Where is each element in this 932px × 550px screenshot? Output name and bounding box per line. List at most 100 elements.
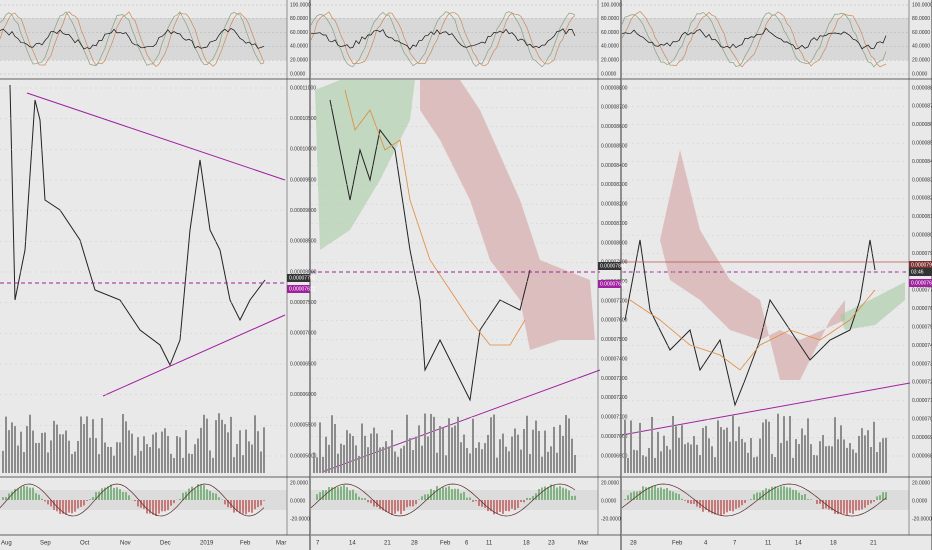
osc-bar [490,500,492,512]
volume-bar [837,439,839,473]
osc-bar [62,500,64,514]
osc-bar [50,500,52,507]
volume-bar [221,419,223,473]
price-tag-label: 0.00007950 [911,262,932,268]
volume-bar [233,457,235,473]
osc-bar [239,500,241,514]
stoch-line [621,27,887,50]
price-tag [909,261,932,269]
osc-axis-label: -20.0000 [601,516,621,522]
price-axis-label: 0.00010000 [290,147,317,153]
volume-bar [517,434,519,473]
volume-bar [83,424,85,473]
osc-bar [627,495,629,500]
osc-bar [544,486,546,500]
osc-bar [68,500,70,513]
volume-bar [2,450,4,473]
osc-bar [149,500,151,514]
osc-bar [319,492,321,500]
volume-bar [35,442,37,473]
volume-bar [723,429,725,473]
volume-bar [535,420,537,473]
osc-bar [439,488,441,500]
osc-bar [56,500,58,512]
volume-bar [873,421,875,473]
x-axis-label: 14 [349,541,356,547]
stoch-band [0,18,287,60]
osc-axis-label: -20.0000 [912,516,932,522]
volume-bar [388,446,390,473]
volume-bar [62,434,64,473]
volume-bar [125,421,127,473]
osc-bar [400,500,402,515]
osc-bar [203,485,205,500]
volume-bar [29,414,31,473]
stoch-axis-label: 60.0000 [290,30,308,36]
volume-bar [867,430,869,473]
osc-bar [128,495,130,500]
osc-bar [678,494,680,500]
osc-bar [227,500,229,508]
osc-bar [834,500,836,514]
osc-bar [843,500,845,514]
volume-bar [77,441,79,473]
cloud [840,282,905,330]
osc-bar [651,486,653,500]
x-axis-label: Mar [276,541,286,547]
volume-bar [382,446,384,473]
price-line [9,84,266,367]
volume-bar [50,440,52,473]
osc-bar [47,500,49,505]
volume-bar [711,446,713,473]
volume-bar [687,442,689,473]
price-axis-label: 0.00010500 [290,116,317,122]
volume-bar [729,441,731,473]
volume-bar [523,429,525,473]
osc-bar [867,500,869,506]
volume-bar [379,447,381,473]
osc-bar [720,500,722,516]
osc-bar [38,494,40,500]
volume-bar [876,452,878,473]
volume-bar [487,434,489,473]
volume-bar [481,449,483,473]
osc-bar [550,484,552,500]
x-axis-label: 18 [830,541,837,547]
stoch-line [621,11,887,68]
volume-bar [726,427,728,473]
price-tag [287,285,310,293]
volume-bar [672,416,674,473]
cloud [660,150,845,380]
x-axis-label: 7 [733,541,737,547]
osc-bar [445,487,447,500]
osc-bar [406,500,408,508]
osc-bar [460,493,462,500]
osc-bar [807,499,809,500]
volume-bar [702,427,704,473]
x-axis-label: Aug [1,541,12,547]
x-axis-label: Feb [240,541,251,547]
osc-bar [355,493,357,500]
osc-bar [633,491,635,500]
volume-bar [334,423,336,473]
osc-bar [882,492,884,500]
osc-bar [879,495,881,500]
volume-bar [322,456,324,473]
osc-bar [254,500,256,510]
volume-bar [68,440,70,473]
osc-bar [11,491,13,500]
osc-bar [71,500,73,514]
volume-bar [514,428,516,473]
stoch-line [0,11,265,67]
x-axis-label: 28 [630,541,637,547]
stoch-axis-label: 20.0000 [601,58,619,64]
volume-bar [771,453,773,473]
x-axis-label: 21 [870,541,877,547]
osc-bar [182,492,184,500]
volume-bar [65,430,67,473]
osc-bar [116,487,118,500]
stoch-axis-label: 40.0000 [290,44,308,50]
osc-bar [687,500,689,504]
osc-bar [858,500,860,511]
osc-line [0,483,265,517]
